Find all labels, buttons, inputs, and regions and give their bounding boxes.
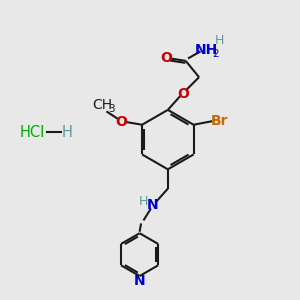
- Text: N: N: [134, 274, 146, 288]
- Text: NH: NH: [195, 43, 218, 57]
- Text: O: O: [115, 115, 127, 129]
- Text: 2: 2: [212, 49, 219, 59]
- Text: H: H: [139, 195, 148, 208]
- Text: 3: 3: [108, 104, 115, 114]
- Text: H: H: [215, 34, 224, 47]
- Text: CH: CH: [92, 98, 112, 112]
- Text: O: O: [161, 52, 172, 65]
- Text: H: H: [61, 125, 72, 140]
- Text: N: N: [147, 198, 159, 212]
- Text: Br: Br: [211, 114, 229, 128]
- Text: O: O: [177, 86, 189, 100]
- Text: HCl: HCl: [20, 125, 45, 140]
